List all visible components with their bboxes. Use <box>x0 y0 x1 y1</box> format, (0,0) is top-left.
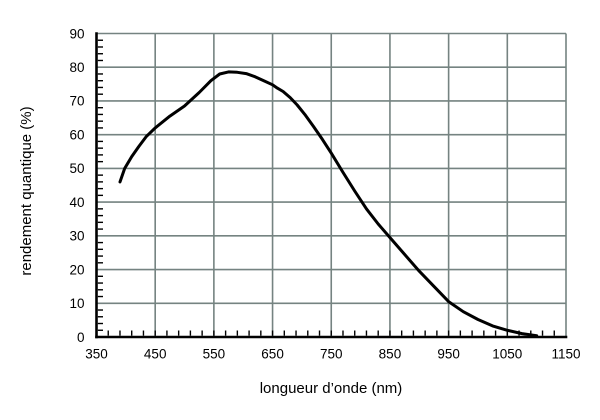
y-axis-title: rendement quantique (%) <box>18 106 35 276</box>
y-tick-label: 20 <box>69 262 84 277</box>
y-tick-label: 50 <box>69 161 84 176</box>
x-tick-label: 650 <box>261 347 284 362</box>
x-tick-label: 750 <box>320 347 343 362</box>
x-tick-label: 350 <box>85 347 108 362</box>
y-tick-label: 90 <box>69 26 84 41</box>
y-tick-label: 10 <box>69 296 84 311</box>
x-tick-label: 850 <box>379 347 402 362</box>
y-tick-label: 0 <box>77 330 85 345</box>
y-tick-label: 70 <box>69 94 84 109</box>
qe-curve <box>118 70 539 338</box>
x-tick-label: 1150 <box>551 347 580 362</box>
y-tick-label: 30 <box>69 229 84 244</box>
y-tick-label: 80 <box>69 60 84 75</box>
y-tick-label: 60 <box>69 127 84 142</box>
x-tick-label: 950 <box>437 347 460 362</box>
y-tick-label: 40 <box>69 195 84 210</box>
x-tick-label: 450 <box>144 347 167 362</box>
x-axis-title: longueur d’onde (nm) <box>259 380 403 397</box>
x-tick-label: 1050 <box>492 347 522 362</box>
x-tick-label: 550 <box>203 347 226 362</box>
